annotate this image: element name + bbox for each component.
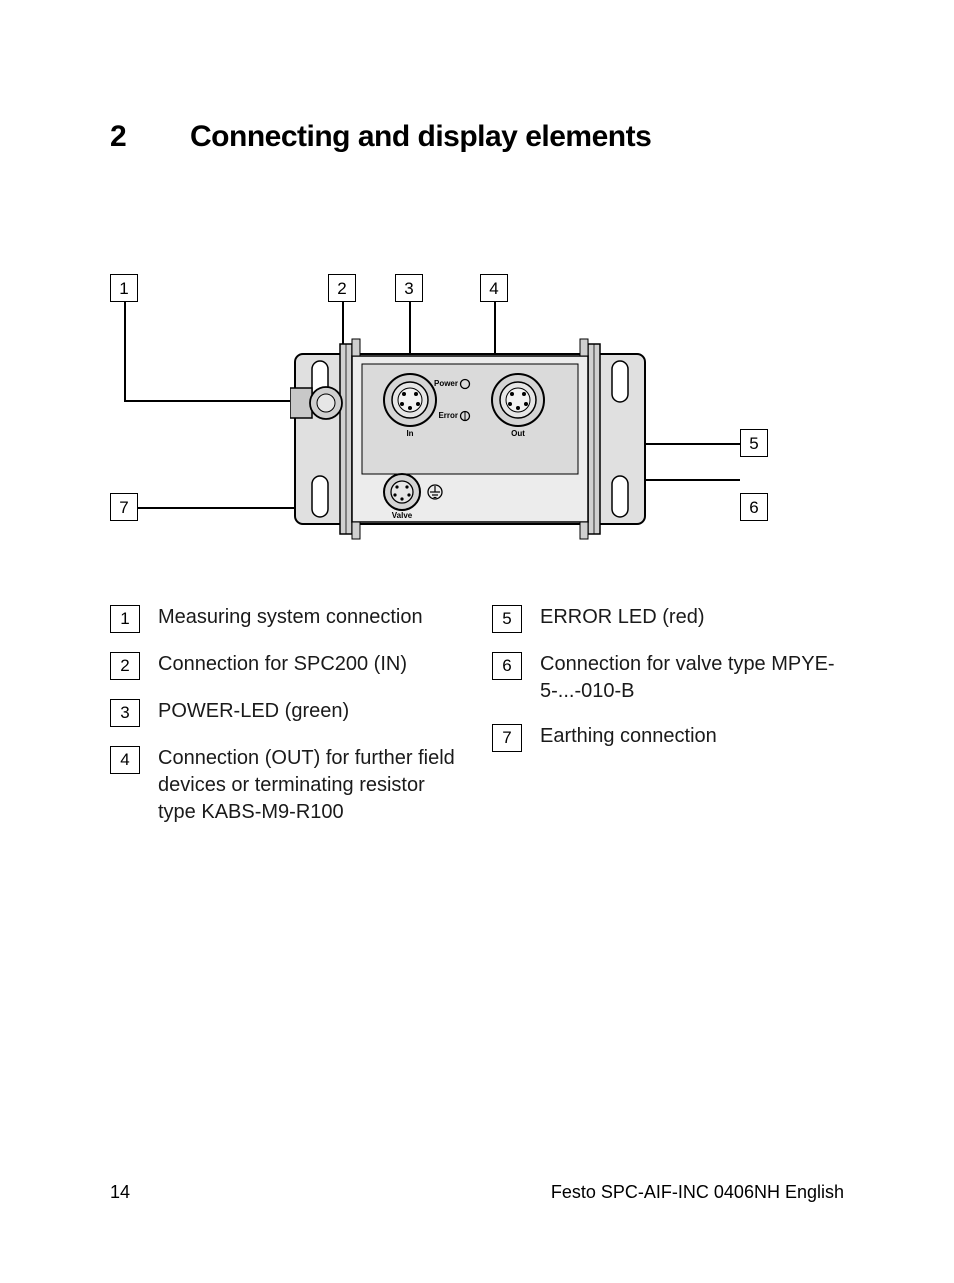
label-out: Out (511, 429, 525, 438)
legend-number: 3 (110, 699, 140, 727)
callout-3-top: 3 (395, 274, 423, 302)
legend-number: 7 (492, 724, 522, 752)
heading: 2 Connecting and display elements (110, 120, 844, 154)
callout-2-top: 2 (328, 274, 356, 302)
legend-item: 1 Measuring system connection (110, 604, 462, 633)
label-in: In (406, 429, 413, 438)
legend-item: 2 Connection for SPC200 (IN) (110, 651, 462, 680)
section-title: Connecting and display elements (190, 120, 651, 154)
legend-text: ERROR LED (red) (540, 604, 704, 631)
footer: 14 Festo SPC-AIF-INC 0406NH English (110, 1182, 844, 1203)
device-diagram: 1 2 3 4 5 6 7 (110, 274, 810, 574)
callout-5-right: 5 (740, 429, 768, 457)
doc-id: Festo SPC-AIF-INC 0406NH English (551, 1182, 844, 1203)
legend-number: 5 (492, 605, 522, 633)
callout-4-top: 4 (480, 274, 508, 302)
legend-left-column: 1 Measuring system connection 2 Connecti… (110, 604, 462, 844)
section-number: 2 (110, 120, 190, 154)
legend-text: Connection for SPC200 (IN) (158, 651, 407, 678)
connector-out-icon (492, 374, 544, 426)
legend-number: 6 (492, 652, 522, 680)
legend-text: Earthing connection (540, 723, 717, 750)
legend-right-column: 5 ERROR LED (red) 6 Connection for valve… (492, 604, 844, 844)
connector-valve-icon (384, 474, 420, 510)
callout-1-top: 1 (110, 274, 138, 302)
device-drawing: Power Error In Out Valve (290, 334, 650, 544)
legend-item: 5 ERROR LED (red) (492, 604, 844, 633)
legend: 1 Measuring system connection 2 Connecti… (110, 604, 844, 844)
legend-text: Connection for valve type MPYE-5-...-010… (540, 651, 844, 705)
legend-number: 4 (110, 746, 140, 774)
legend-text: Measuring system connection (158, 604, 423, 631)
label-power: Power (434, 379, 458, 388)
legend-item: 6 Connection for valve type MPYE-5-...-0… (492, 651, 844, 705)
page-number: 14 (110, 1182, 130, 1203)
connector-in-icon (384, 374, 436, 426)
legend-number: 1 (110, 605, 140, 633)
legend-number: 2 (110, 652, 140, 680)
legend-item: 3 POWER-LED (green) (110, 698, 462, 727)
label-valve: Valve (392, 511, 413, 520)
label-error: Error (438, 411, 458, 420)
legend-item: 7 Earthing connection (492, 723, 844, 752)
callout-6-right: 6 (740, 493, 768, 521)
callout-7-left: 7 (110, 493, 138, 521)
legend-text: Connection (OUT) for further field devic… (158, 745, 462, 826)
earth-icon (428, 485, 442, 499)
legend-text: POWER-LED (green) (158, 698, 349, 725)
legend-item: 4 Connection (OUT) for further field dev… (110, 745, 462, 826)
